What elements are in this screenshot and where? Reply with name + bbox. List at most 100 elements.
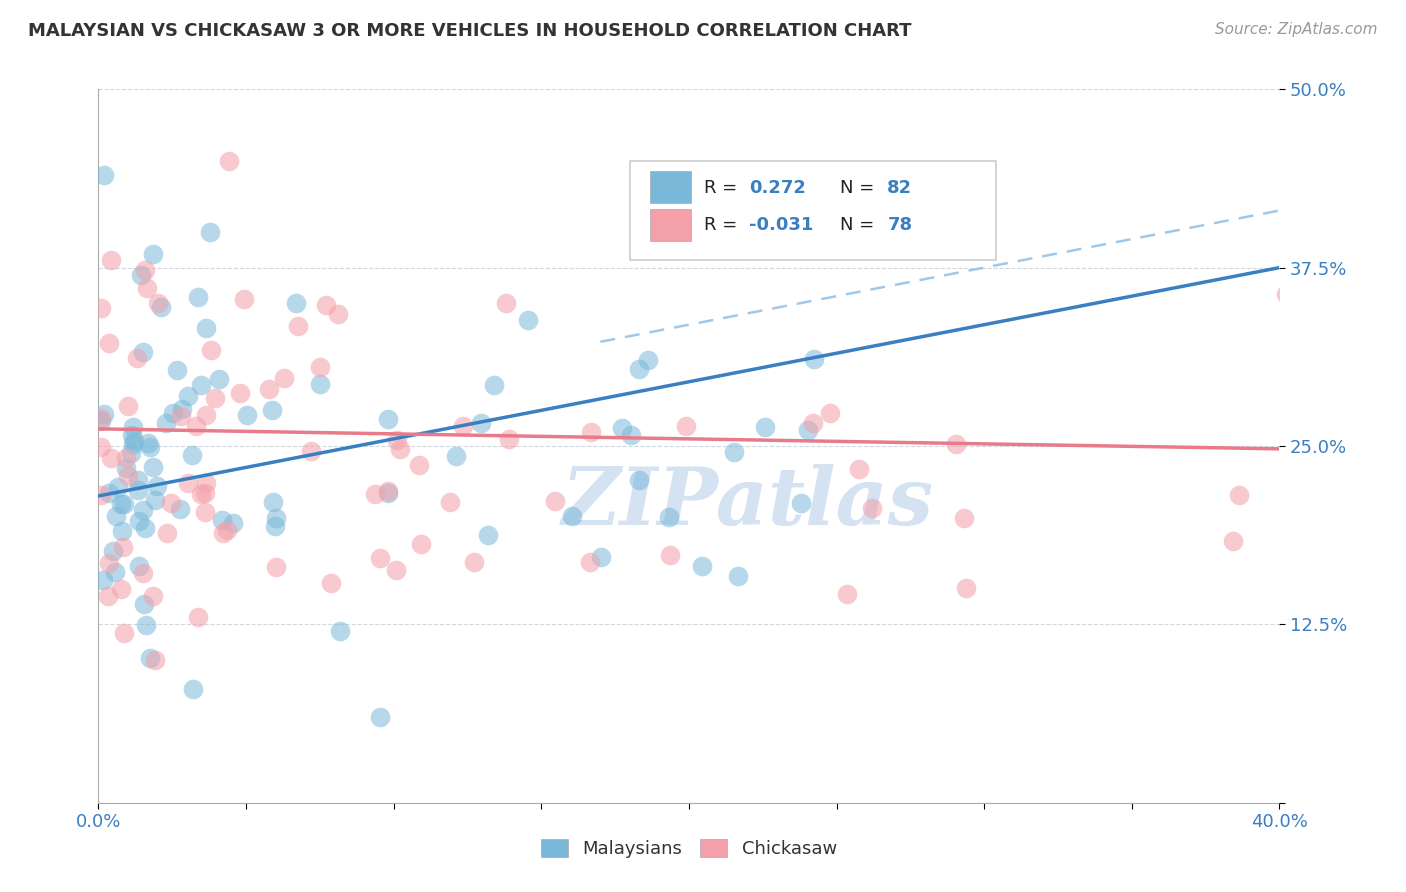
Point — [451, 418, 474, 433]
Point — [319, 576, 342, 591]
Point — [955, 581, 977, 595]
Point — [128, 559, 150, 574]
Point — [129, 268, 152, 282]
Point — [177, 389, 200, 403]
Point — [159, 496, 181, 510]
Point — [150, 300, 173, 314]
Point — [190, 377, 212, 392]
Point — [628, 362, 651, 376]
Point — [285, 295, 308, 310]
Point — [90, 301, 112, 316]
Point — [169, 409, 191, 423]
Point — [370, 551, 392, 566]
Point — [195, 321, 218, 335]
Point — [264, 511, 287, 525]
Point — [104, 566, 127, 580]
Point — [90, 414, 112, 428]
Point — [120, 446, 142, 460]
Point — [142, 459, 165, 474]
Point — [90, 488, 112, 502]
Point — [98, 336, 121, 351]
Point — [132, 566, 155, 581]
Point — [212, 525, 235, 540]
Point — [190, 487, 212, 501]
Point — [112, 497, 135, 511]
Point — [101, 544, 124, 558]
Point — [264, 519, 287, 533]
Point — [409, 537, 432, 551]
Point — [100, 450, 122, 465]
Point — [222, 516, 245, 530]
Point — [143, 653, 166, 667]
Point — [945, 437, 967, 451]
Point — [495, 296, 517, 310]
Point — [723, 445, 745, 459]
Point — [860, 500, 883, 515]
Point — [257, 382, 280, 396]
Point — [387, 434, 409, 448]
FancyBboxPatch shape — [630, 161, 995, 260]
Point — [98, 556, 121, 570]
Point — [388, 442, 411, 457]
Point — [463, 555, 485, 569]
Point — [93, 408, 115, 422]
Point — [194, 506, 217, 520]
Point — [138, 650, 160, 665]
Point — [848, 462, 870, 476]
Point — [273, 371, 295, 385]
Point — [117, 469, 139, 483]
Point — [187, 290, 209, 304]
Point — [801, 416, 824, 430]
Point — [155, 416, 177, 430]
Point — [204, 391, 226, 405]
Point — [477, 528, 499, 542]
Point — [166, 363, 188, 377]
Point — [114, 450, 136, 465]
Point — [262, 402, 284, 417]
Point — [93, 168, 115, 182]
Point — [368, 710, 391, 724]
Point — [470, 416, 492, 430]
Point — [377, 412, 399, 426]
Text: R =: R = — [704, 217, 744, 235]
Point — [329, 624, 352, 638]
Point — [169, 502, 191, 516]
Point — [408, 458, 430, 473]
Point — [146, 296, 169, 310]
Point — [498, 433, 520, 447]
Point — [790, 496, 813, 510]
Text: -0.031: -0.031 — [749, 217, 814, 235]
Point — [377, 484, 399, 499]
Point — [142, 589, 165, 603]
Point — [200, 343, 222, 358]
Point — [125, 351, 148, 366]
Point — [229, 385, 252, 400]
Text: Source: ZipAtlas.com: Source: ZipAtlas.com — [1215, 22, 1378, 37]
Point — [236, 408, 259, 422]
Point — [1222, 533, 1244, 548]
Point — [308, 376, 330, 391]
Point — [544, 494, 567, 508]
Point — [115, 461, 138, 475]
Point — [172, 402, 194, 417]
Point — [207, 372, 229, 386]
Point — [132, 598, 155, 612]
Point — [444, 449, 467, 463]
Point — [107, 480, 129, 494]
Point — [385, 562, 408, 576]
Point — [142, 247, 165, 261]
Point — [132, 503, 155, 517]
Point — [139, 440, 162, 454]
Point — [658, 509, 681, 524]
Point — [121, 419, 143, 434]
Point — [121, 427, 143, 442]
Point — [135, 618, 157, 632]
Point — [177, 475, 200, 490]
Point — [218, 153, 240, 168]
Point — [659, 548, 682, 562]
Point — [620, 428, 643, 442]
Point — [309, 359, 332, 374]
Text: 0.272: 0.272 — [749, 178, 806, 196]
Point — [181, 448, 204, 462]
Point — [162, 406, 184, 420]
